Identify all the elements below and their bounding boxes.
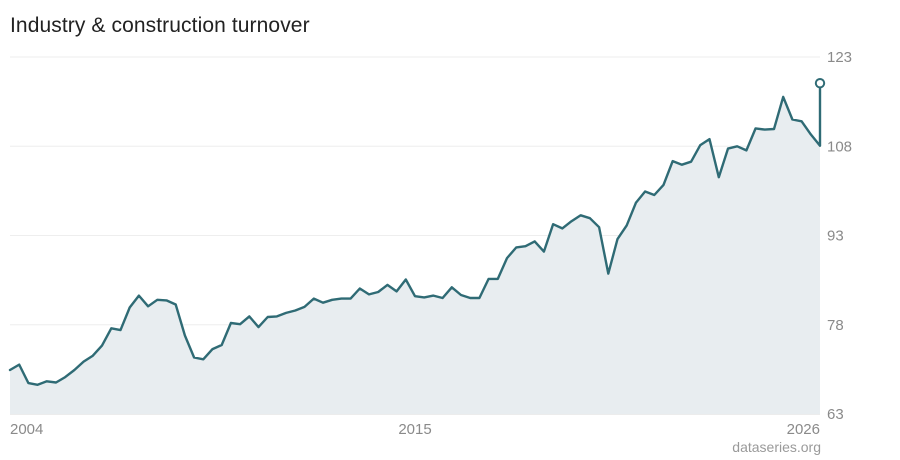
x-tick-label: 2026 (787, 421, 820, 438)
x-tick-label: 2004 (10, 421, 43, 438)
y-tick-label: 78 (827, 317, 844, 334)
y-tick-label: 63 (827, 406, 844, 423)
watermark: dataseries.org (732, 439, 821, 455)
y-tick-label: 93 (827, 228, 844, 245)
series-line (8, 82, 822, 386)
chart-title: Industry & construction turnover (10, 14, 310, 37)
end-point-marker (814, 77, 826, 89)
y-tick-label: 123 (827, 49, 852, 66)
series-area (10, 83, 820, 414)
y-tick-label: 108 (827, 138, 852, 155)
x-tick-label: 2015 (398, 421, 431, 438)
